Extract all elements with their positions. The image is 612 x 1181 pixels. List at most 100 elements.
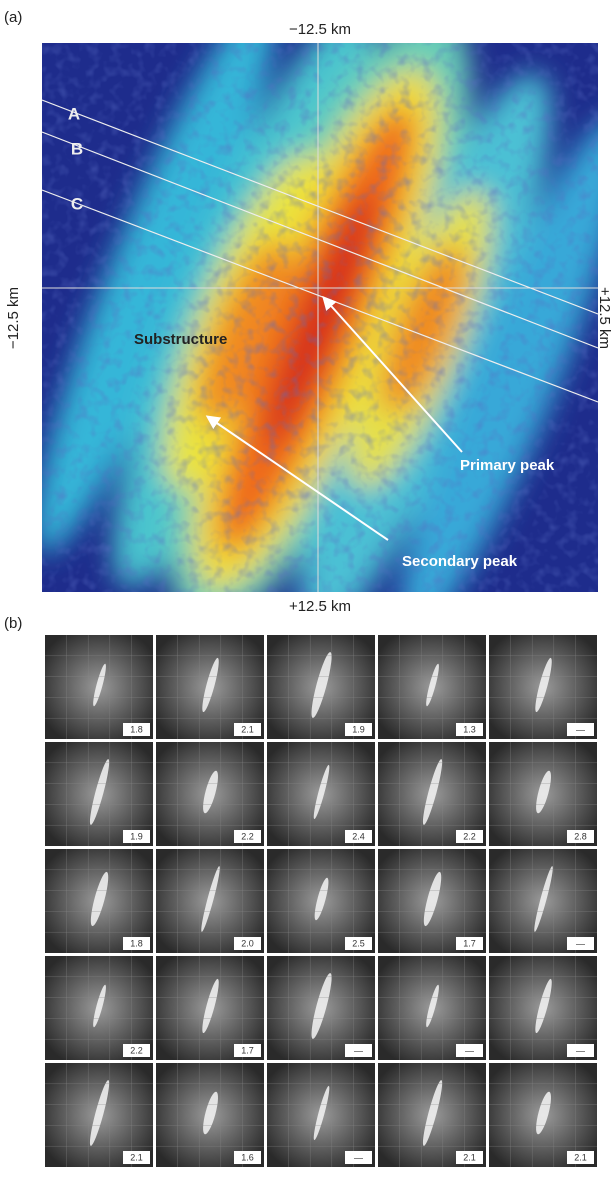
tile-label-box bbox=[234, 1044, 261, 1057]
tile: 1.7 bbox=[156, 956, 264, 1060]
streak bbox=[535, 657, 552, 713]
tile-grid: 1.8 2.1 1.9 1.3 — 1.9 2.2 2.4 2.2 2.8 1.8 2.0 2.5 1.7… bbox=[45, 635, 597, 1167]
tile-label: — bbox=[354, 1045, 363, 1055]
streak bbox=[89, 1080, 110, 1146]
tile: 2.0 bbox=[156, 849, 264, 953]
tile: 2.2 bbox=[156, 742, 264, 846]
tile-label-box bbox=[123, 937, 150, 950]
tile-label: — bbox=[465, 1045, 474, 1055]
streak bbox=[314, 877, 329, 921]
streak bbox=[426, 984, 439, 1028]
streak bbox=[534, 866, 553, 932]
tile-label: 2.1 bbox=[130, 1152, 143, 1162]
arrow bbox=[322, 295, 463, 453]
streak bbox=[311, 973, 332, 1039]
tile-label-box bbox=[567, 723, 594, 736]
tile: 2.1 bbox=[378, 1063, 486, 1167]
axis-label: −12.5 km bbox=[289, 21, 351, 38]
streak bbox=[536, 770, 552, 814]
tile-label-box bbox=[123, 1044, 150, 1057]
tile: 2.2 bbox=[45, 956, 153, 1060]
tile: 1.8 bbox=[45, 635, 153, 739]
streak bbox=[313, 764, 330, 820]
tile-label-box bbox=[456, 1044, 483, 1057]
tile: 2.1 bbox=[156, 635, 264, 739]
tile-label: 1.7 bbox=[463, 938, 476, 948]
tile-label-box bbox=[345, 723, 372, 736]
tile-label: 1.9 bbox=[352, 724, 365, 734]
tile: 1.7 bbox=[378, 849, 486, 953]
tile-label-box bbox=[345, 937, 372, 950]
tile: 1.6 bbox=[156, 1063, 264, 1167]
streak bbox=[90, 871, 109, 927]
tile-label-box bbox=[567, 1044, 594, 1057]
tile-label: — bbox=[576, 1045, 585, 1055]
tile: 1.9 bbox=[267, 635, 375, 739]
heatmap bbox=[42, 43, 598, 592]
tile-label: — bbox=[576, 724, 585, 734]
tile-label-box bbox=[456, 830, 483, 843]
tile-label: 2.2 bbox=[130, 1045, 143, 1055]
tile-label-box bbox=[234, 937, 261, 950]
tile: 2.8 bbox=[489, 742, 597, 846]
streak bbox=[313, 1085, 330, 1141]
tile-label-box bbox=[345, 1044, 372, 1057]
tile-label-box bbox=[234, 830, 261, 843]
streak bbox=[311, 652, 332, 718]
streak bbox=[203, 770, 219, 814]
tile-label-box bbox=[234, 1151, 261, 1164]
axis-label: +12.5 km bbox=[596, 287, 612, 349]
streak bbox=[201, 866, 220, 932]
tile-label: 2.1 bbox=[241, 724, 254, 734]
tile-label: 2.5 bbox=[352, 938, 365, 948]
tile-label: 1.8 bbox=[130, 724, 143, 734]
tile: 2.1 bbox=[45, 1063, 153, 1167]
tile-label-box bbox=[567, 830, 594, 843]
axis-label: +12.5 km bbox=[289, 598, 351, 615]
tile: — bbox=[378, 956, 486, 1060]
tile-label: 2.1 bbox=[574, 1152, 587, 1162]
tile: — bbox=[489, 849, 597, 953]
streak bbox=[422, 759, 443, 825]
tile-label: 1.8 bbox=[130, 938, 143, 948]
streak bbox=[202, 657, 219, 713]
tile-label-box bbox=[123, 1151, 150, 1164]
tile: — bbox=[267, 1063, 375, 1167]
streak bbox=[202, 978, 219, 1034]
tile-label-box bbox=[345, 830, 372, 843]
arrow bbox=[205, 415, 389, 541]
tile: 2.1 bbox=[489, 1063, 597, 1167]
tile-label: 2.1 bbox=[463, 1152, 476, 1162]
streak bbox=[93, 663, 106, 707]
tile-label: — bbox=[354, 1152, 363, 1162]
tile-label: — bbox=[576, 938, 585, 948]
tile-label: 2.8 bbox=[574, 831, 587, 841]
streak bbox=[426, 663, 439, 707]
streak bbox=[89, 759, 110, 825]
tile: — bbox=[489, 956, 597, 1060]
line-label: B bbox=[71, 139, 83, 158]
line-label: A bbox=[68, 104, 80, 123]
tile-label-box bbox=[456, 723, 483, 736]
tile: 1.3 bbox=[378, 635, 486, 739]
tile-label-box bbox=[123, 830, 150, 843]
tile-label: 1.6 bbox=[241, 1152, 254, 1162]
streak bbox=[203, 1091, 219, 1135]
streak bbox=[535, 978, 552, 1034]
tile-label: 2.2 bbox=[463, 831, 476, 841]
tile-label-box bbox=[456, 937, 483, 950]
tile-label-box bbox=[123, 723, 150, 736]
tile-label-box bbox=[234, 723, 261, 736]
tile-label-box bbox=[567, 937, 594, 950]
tile: 1.8 bbox=[45, 849, 153, 953]
tile: 1.9 bbox=[45, 742, 153, 846]
tile: 2.4 bbox=[267, 742, 375, 846]
tile-label: 2.2 bbox=[241, 831, 254, 841]
tile: 2.5 bbox=[267, 849, 375, 953]
streak bbox=[93, 984, 106, 1028]
annotation: Secondary peak bbox=[402, 553, 518, 570]
tile-label: 2.0 bbox=[241, 938, 254, 948]
tile: — bbox=[267, 956, 375, 1060]
